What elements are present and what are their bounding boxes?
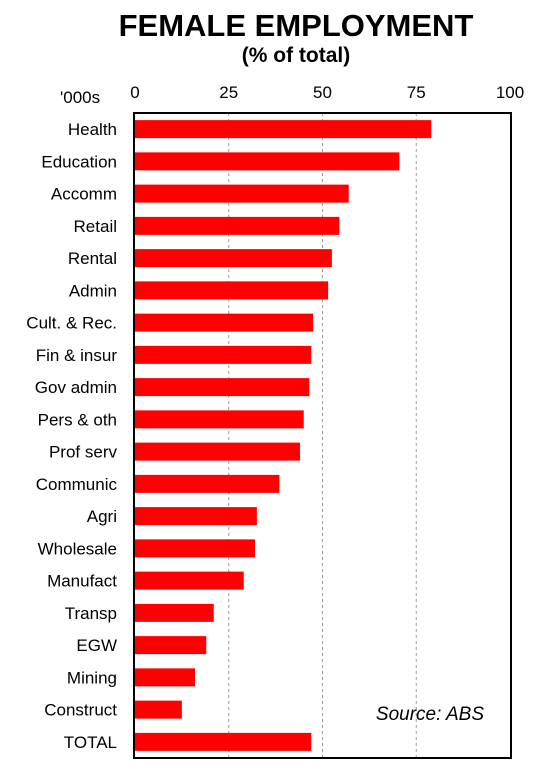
- bar-admin: [135, 281, 329, 300]
- category-label: Transp: [65, 604, 117, 623]
- gridlines: [228, 113, 417, 758]
- plot-frame: [133, 112, 512, 759]
- category-label: Retail: [74, 217, 117, 236]
- category-label: Rental: [68, 249, 117, 268]
- bar-wholesale: [135, 539, 255, 558]
- bar-rental: [135, 249, 332, 268]
- category-label: Manufact: [47, 572, 117, 591]
- category-label: Health: [68, 120, 117, 139]
- category-labels: Health Education Accomm Retail Rental Admin Cu…: [26, 120, 117, 752]
- bar-cult-rec: [135, 313, 314, 332]
- x-tick-label: 0: [130, 83, 139, 102]
- category-label: Prof serv: [49, 443, 118, 462]
- x-tick-label: 100: [496, 83, 524, 102]
- bar-total: [135, 732, 312, 751]
- x-tick-label: 75: [407, 83, 426, 102]
- category-label: Mining: [67, 668, 117, 687]
- bar-mining: [135, 668, 195, 687]
- chart-subtitle: (% of total): [242, 44, 350, 67]
- bar-transp: [135, 603, 214, 622]
- category-label: Education: [41, 152, 117, 171]
- category-label: Communic: [36, 475, 118, 494]
- category-label: Fin & insur: [36, 346, 118, 365]
- category-label: Wholesale: [38, 539, 117, 558]
- category-label: Construct: [44, 701, 117, 720]
- bar-manufact: [135, 571, 244, 590]
- bar-education: [135, 152, 400, 171]
- unit-label: '000s: [60, 88, 100, 107]
- x-axis-ticks: 0 25 50 75 100: [130, 83, 524, 102]
- category-label: Pers & oth: [38, 410, 117, 429]
- category-label: Gov admin: [35, 378, 117, 397]
- bars: [135, 120, 432, 751]
- category-label: Admin: [69, 281, 117, 300]
- bar-health: [135, 120, 432, 139]
- bar-agri: [135, 507, 257, 526]
- source-note: Source: ABS: [376, 704, 484, 725]
- category-label: TOTAL: [64, 733, 117, 752]
- bar-fin-insur: [135, 345, 312, 364]
- category-label: EGW: [76, 636, 117, 655]
- category-label: Cult. & Rec.: [26, 314, 117, 333]
- bar-communic: [135, 474, 280, 493]
- x-tick-label: 50: [313, 83, 332, 102]
- bar-gov-admin: [135, 378, 310, 397]
- category-label: Agri: [87, 507, 117, 526]
- bar-egw: [135, 636, 207, 655]
- bar-prof-serv: [135, 442, 300, 461]
- bar-construct: [135, 700, 182, 719]
- bar-retail: [135, 216, 340, 235]
- category-label: Accomm: [51, 185, 117, 204]
- bar-pers-oth: [135, 410, 304, 429]
- bar-accomm: [135, 184, 349, 203]
- chart-title: FEMALE EMPLOYMENT: [119, 8, 474, 43]
- x-tick-label: 25: [219, 83, 238, 102]
